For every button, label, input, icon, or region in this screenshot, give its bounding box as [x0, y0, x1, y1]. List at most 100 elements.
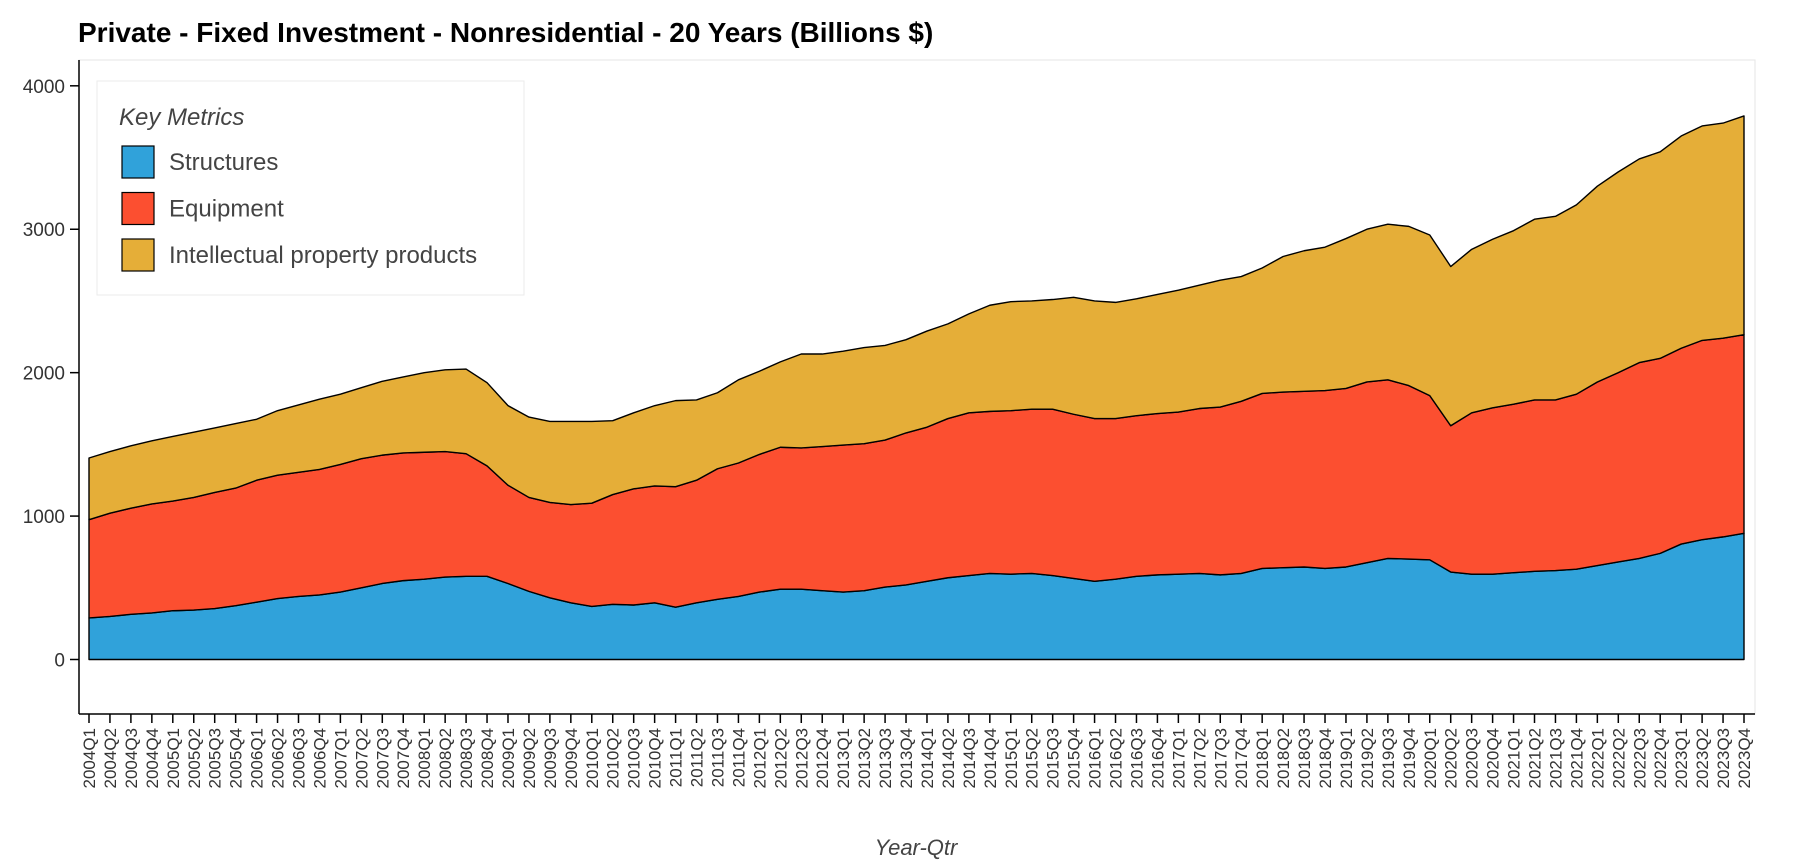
- x-tick-label: 2014Q3: [960, 728, 979, 789]
- x-tick-label: 2005Q3: [206, 728, 225, 789]
- x-tick-label: 2023Q4: [1735, 728, 1754, 789]
- y-tick-label: 3000: [23, 220, 65, 241]
- x-tick-label: 2016Q4: [1148, 728, 1167, 789]
- x-tick-label: 2011Q1: [667, 728, 686, 787]
- x-tick-label: 2022Q4: [1651, 728, 1670, 789]
- legend-box: [96, 80, 525, 296]
- x-tick-label: 2021Q3: [1546, 728, 1565, 789]
- x-tick-label: 2009Q2: [520, 728, 539, 789]
- x-tick-label: 2017Q4: [1232, 728, 1251, 789]
- x-tick-label: 2022Q3: [1630, 728, 1649, 789]
- x-tick-label: 2019Q2: [1358, 728, 1377, 789]
- x-tick-label: 2011Q2: [688, 728, 707, 787]
- x-tick-label: 2015Q4: [1065, 728, 1084, 789]
- x-tick-label: 2020Q3: [1463, 728, 1482, 789]
- x-tick-label: 2020Q1: [1421, 728, 1440, 789]
- x-tick-label: 2004Q2: [101, 728, 120, 789]
- x-tick-label: 2004Q4: [143, 728, 162, 789]
- axes: 0 1000 2000 3000 4000 2004Q1 2004Q2 2004Q3 2004Q…: [23, 60, 1755, 789]
- legend-swatch: [121, 145, 155, 179]
- x-tick-label: 2019Q4: [1400, 728, 1419, 789]
- x-tick-label: 2009Q4: [562, 728, 581, 789]
- x-tick-label: 2018Q2: [1274, 728, 1293, 789]
- x-tick-label: 2021Q1: [1505, 728, 1524, 789]
- legend-title: Key Metrics: [119, 104, 244, 131]
- legend-label: Equipment: [169, 196, 284, 223]
- x-tick-label: 2015Q2: [1023, 728, 1042, 789]
- x-tick-label: 2007Q2: [352, 728, 371, 789]
- x-tick-label: 2023Q3: [1714, 728, 1733, 789]
- x-tick-label: 2004Q3: [122, 728, 141, 789]
- chart-title: Private - Fixed Investment - Nonresident…: [78, 17, 933, 48]
- x-tick-label: 2018Q3: [1295, 728, 1314, 789]
- x-tick-label: 2018Q4: [1316, 728, 1335, 789]
- x-tick-label: 2013Q1: [834, 728, 853, 789]
- areas: [88, 115, 1745, 661]
- x-tick-label: 2017Q3: [1211, 728, 1230, 789]
- x-tick-label: 2010Q4: [646, 728, 665, 789]
- x-tick-label: 2016Q3: [1127, 728, 1146, 789]
- x-tick-label: 2017Q2: [1190, 728, 1209, 789]
- y-tick-label: 2000: [23, 364, 65, 385]
- y-tick-label: 4000: [23, 77, 65, 98]
- x-tick-label: 2007Q4: [394, 728, 413, 789]
- x-tick-label: 2005Q2: [185, 728, 204, 789]
- x-tick-label: 2012Q1: [750, 728, 769, 789]
- x-tick-label: 2016Q1: [1086, 728, 1105, 789]
- y-tick-label: 0: [54, 651, 65, 672]
- x-tick-label: 2004Q1: [80, 728, 99, 789]
- x-tick-label: 2008Q4: [478, 728, 497, 789]
- x-tick-label: 2019Q1: [1337, 728, 1356, 789]
- x-tick-label: 2014Q2: [939, 728, 958, 789]
- x-tick-label: 2006Q2: [269, 728, 288, 789]
- legend-swatch: [121, 238, 155, 272]
- x-tick-label: 2008Q2: [436, 728, 455, 789]
- y-tick-label: 1000: [23, 507, 65, 528]
- x-tick-label: 2021Q4: [1567, 728, 1586, 789]
- x-tick-label: 2020Q4: [1484, 728, 1503, 789]
- x-tick-label: 2005Q1: [164, 728, 183, 789]
- x-tick-label: 2005Q4: [227, 728, 246, 789]
- legend-label: Intellectual property products: [169, 242, 477, 269]
- x-axis-label: Year-Qtr: [875, 835, 959, 860]
- x-tick-label: 2010Q2: [604, 728, 623, 789]
- x-tick-label: 2021Q2: [1526, 728, 1545, 789]
- x-tick-label: 2010Q1: [583, 728, 602, 789]
- x-tick-label: 2023Q2: [1693, 728, 1712, 789]
- x-tick-label: 2007Q1: [331, 728, 350, 789]
- x-tick-label: 2013Q2: [855, 728, 874, 789]
- area: [88, 115, 1745, 521]
- x-tick-label: 2012Q4: [813, 728, 832, 789]
- x-tick-label: 2014Q1: [918, 728, 937, 789]
- x-tick-label: 2007Q3: [373, 728, 392, 789]
- legend-swatch: [121, 191, 155, 226]
- x-tick-label: 2020Q2: [1442, 728, 1461, 789]
- x-tick-label: 2015Q1: [1002, 728, 1021, 789]
- x-tick-label: 2017Q1: [1169, 728, 1188, 789]
- x-tick-label: 2013Q4: [897, 728, 916, 789]
- legend: Key Metrics Structures Equipment Intellect…: [96, 80, 525, 296]
- x-tick-label: 2009Q3: [541, 728, 560, 789]
- x-tick-label: 2019Q3: [1379, 728, 1398, 789]
- x-tick-label: 2006Q1: [248, 728, 267, 789]
- x-tick-label: 2013Q3: [876, 728, 895, 789]
- x-tick-label: 2008Q3: [457, 728, 476, 789]
- x-tick-label: 2006Q3: [289, 728, 308, 789]
- legend-label: Structures: [169, 149, 278, 176]
- x-tick-label: 2011Q4: [729, 728, 748, 787]
- x-tick-label: 2022Q2: [1609, 728, 1628, 789]
- x-tick-label: 2011Q3: [708, 728, 727, 787]
- x-tick-label: 2018Q1: [1253, 728, 1272, 789]
- x-tick-label: 2023Q1: [1672, 728, 1691, 789]
- x-tick-label: 2006Q4: [310, 728, 329, 789]
- x-tick-label: 2009Q1: [499, 728, 518, 789]
- x-tick-label: 2012Q3: [792, 728, 811, 789]
- x-tick-label: 2014Q4: [981, 728, 1000, 789]
- x-tick-label: 2022Q1: [1588, 728, 1607, 789]
- x-tick-label: 2010Q3: [625, 728, 644, 789]
- x-tick-label: 2008Q1: [415, 728, 434, 789]
- x-tick-label: 2015Q3: [1044, 728, 1063, 789]
- x-tick-label: 2012Q2: [771, 728, 790, 789]
